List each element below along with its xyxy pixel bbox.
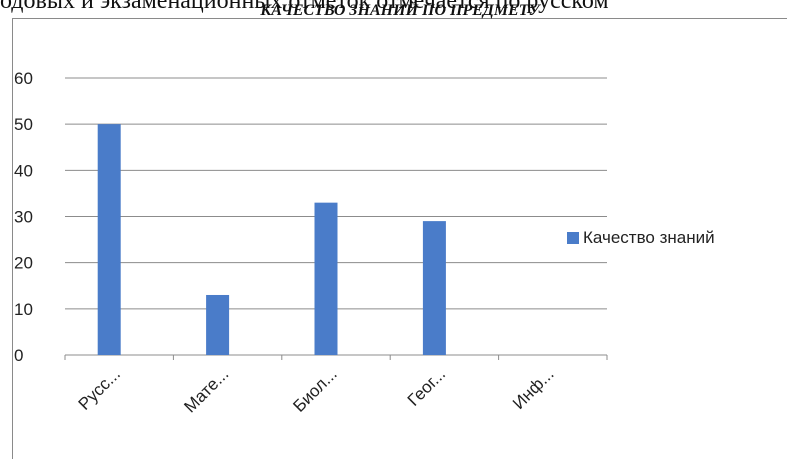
bar <box>97 124 121 356</box>
chart-frame <box>12 18 787 459</box>
y-tick-label: 50 <box>14 115 33 134</box>
document-text-fragment: одовых и экзаменационных отметок отмечае… <box>0 0 609 14</box>
x-tick-label: Русс... <box>75 364 124 413</box>
bar <box>422 221 446 355</box>
legend-label: Качество знаний <box>583 228 715 247</box>
legend: Качество знаний <box>567 228 715 248</box>
bar <box>314 202 338 355</box>
x-tick-label: Мате... <box>180 364 232 416</box>
y-tick-label: 30 <box>14 208 33 227</box>
y-tick-label: 60 <box>14 69 33 88</box>
legend-swatch <box>567 232 579 244</box>
y-tick-label: 0 <box>14 346 23 365</box>
y-tick-label: 10 <box>14 300 33 319</box>
y-tick-label: 20 <box>14 254 33 273</box>
bar-chart: 0 10 20 30 40 50 60 Русс... Мате... Биол... Геог..… <box>14 69 608 416</box>
x-tick-label: Инф... <box>509 364 558 413</box>
y-tick-label: 40 <box>14 161 33 180</box>
chart-title: КАЧЕСТВО ЗНАНИЙ ПО ПРЕДМЕТУ <box>260 2 540 19</box>
x-tick-label: Геог... <box>404 364 449 409</box>
x-tick-label: Биол... <box>289 364 340 415</box>
bar <box>206 294 230 355</box>
